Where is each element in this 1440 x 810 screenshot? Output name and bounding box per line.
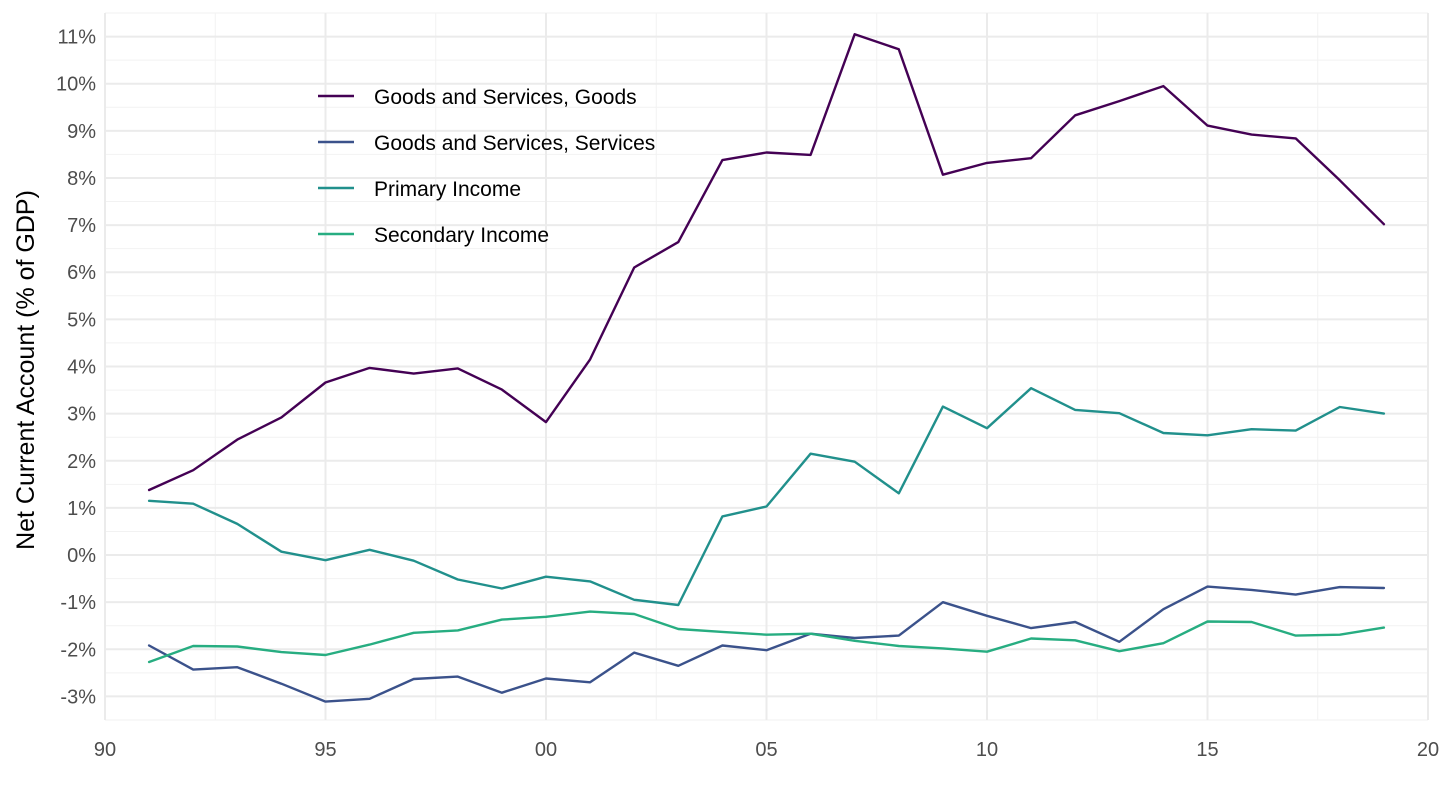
y-tick-label: 9% <box>67 121 96 143</box>
legend-item: Primary Income <box>318 178 521 201</box>
series-line-3 <box>147 387 1386 607</box>
y-tick-label: 5% <box>67 309 96 331</box>
y-tick-label: 11% <box>57 27 96 49</box>
y-tick-label: -3% <box>60 686 96 708</box>
y-axis-title: Net Current Account (% of GDP) <box>12 190 40 550</box>
y-tick-label: 1% <box>67 498 96 520</box>
series-line-1 <box>147 33 1386 492</box>
y-tick-label: 7% <box>67 215 96 237</box>
y-tick-label: -2% <box>60 639 96 661</box>
x-tick-label: 95 <box>314 739 336 761</box>
legend-label: Primary Income <box>374 178 521 201</box>
x-tick-label: 90 <box>94 739 116 761</box>
series-line-2 <box>147 585 1386 703</box>
y-tick-label: -1% <box>60 592 96 614</box>
series-lines <box>147 33 1386 703</box>
y-axis-ticks: -3% -2% -1% 0% 1% 2% 3% 4% 5% 6% 7% 8% 9% 10% 11% <box>56 27 96 709</box>
x-tick-label: 20 <box>1417 739 1439 761</box>
legend-item: Goods and Services, Goods <box>318 86 637 109</box>
y-tick-label: 8% <box>67 168 96 190</box>
x-tick-label: 10 <box>976 739 998 761</box>
legend-label: Goods and Services, Goods <box>374 86 637 109</box>
x-tick-label: 00 <box>535 739 557 761</box>
legend: Goods and Services, Goods Goods and Servi… <box>318 86 655 247</box>
x-tick-label: 15 <box>1196 739 1218 761</box>
y-tick-label: 2% <box>67 451 96 473</box>
major-gridlines <box>104 13 1429 720</box>
legend-label: Goods and Services, Services <box>374 132 655 155</box>
legend-item: Goods and Services, Services <box>318 132 655 155</box>
y-tick-label: 10% <box>56 74 96 96</box>
legend-label: Secondary Income <box>374 224 549 247</box>
y-tick-label: 4% <box>67 357 96 379</box>
legend-item: Secondary Income <box>318 224 549 247</box>
x-axis-ticks: 90 95 00 05 10 15 20 <box>94 739 1439 761</box>
y-tick-label: 3% <box>67 404 96 426</box>
x-tick-label: 05 <box>755 739 777 761</box>
y-tick-label: 0% <box>67 545 96 567</box>
y-tick-label: 6% <box>67 262 96 284</box>
series-line-4 <box>147 610 1386 664</box>
